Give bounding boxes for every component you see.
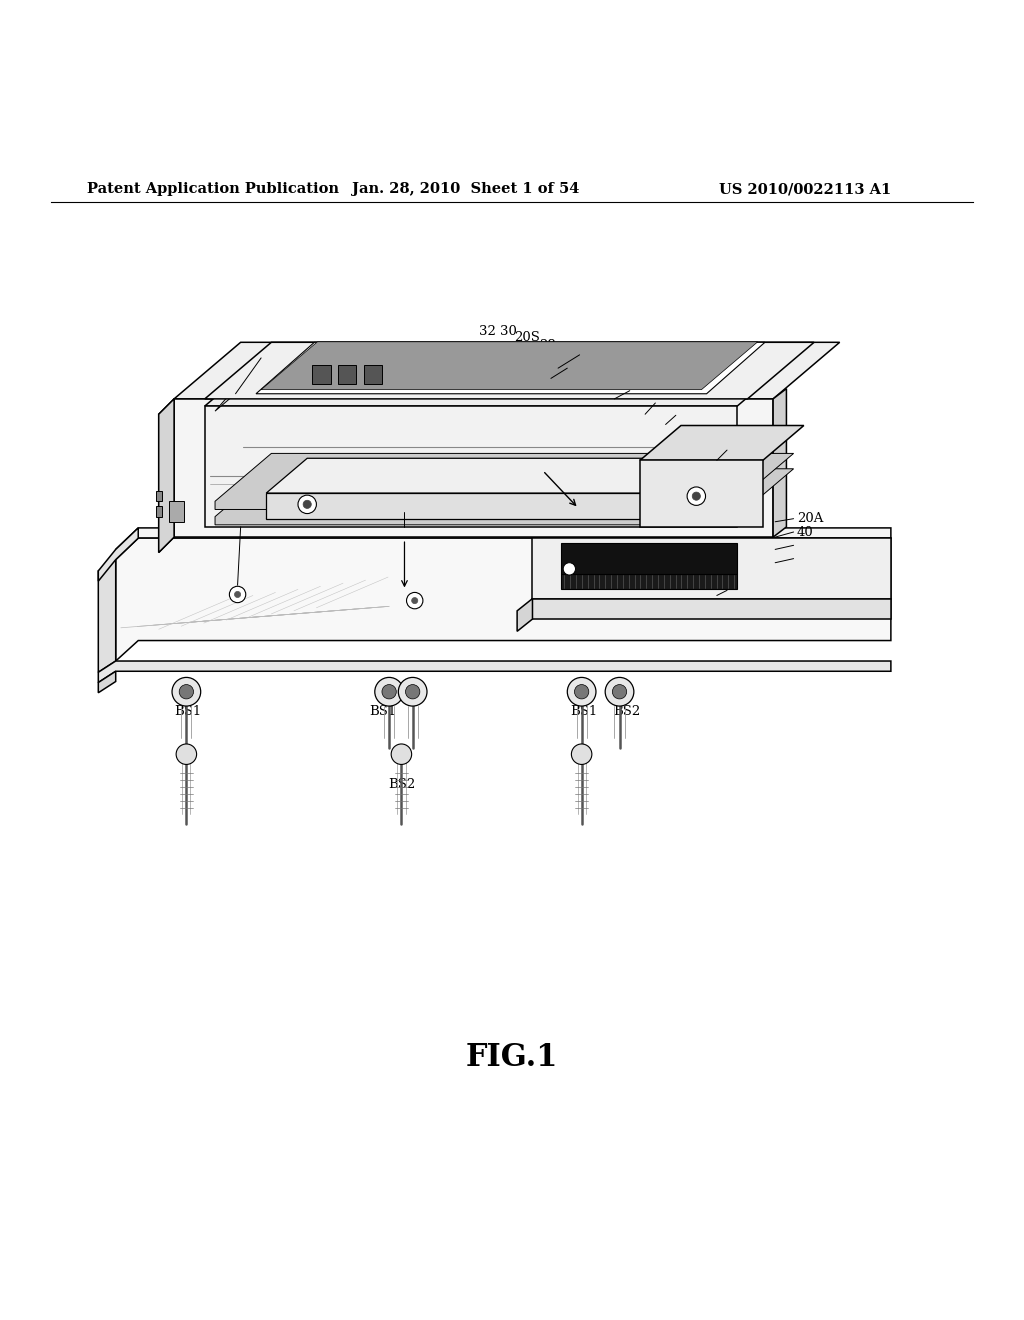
Circle shape	[234, 591, 241, 598]
Text: 20A: 20A	[797, 512, 823, 525]
Polygon shape	[256, 342, 765, 393]
Polygon shape	[640, 461, 763, 527]
Text: BS1: BS1	[570, 705, 597, 718]
Text: 20S: 20S	[620, 379, 646, 392]
Circle shape	[412, 598, 418, 603]
Text: US 2010/0022113 A1: US 2010/0022113 A1	[719, 182, 891, 197]
Circle shape	[375, 677, 403, 706]
Circle shape	[176, 744, 197, 764]
Text: 44b: 44b	[710, 438, 735, 451]
Circle shape	[672, 564, 680, 572]
Polygon shape	[215, 469, 794, 525]
Polygon shape	[205, 342, 814, 399]
Text: 22a: 22a	[188, 470, 213, 483]
Text: 24: 24	[673, 404, 689, 417]
Circle shape	[563, 562, 575, 576]
Polygon shape	[116, 539, 891, 661]
Polygon shape	[561, 544, 737, 574]
Circle shape	[398, 677, 427, 706]
Circle shape	[391, 744, 412, 764]
Circle shape	[687, 487, 706, 506]
Text: 20S: 20S	[323, 392, 349, 405]
Text: BS1: BS1	[370, 705, 396, 718]
Text: FIG.1: FIG.1	[466, 1041, 558, 1073]
Polygon shape	[205, 407, 737, 527]
Text: 42: 42	[797, 539, 813, 552]
Text: 44a: 44a	[228, 515, 253, 528]
Circle shape	[605, 677, 634, 706]
Circle shape	[673, 577, 679, 583]
Circle shape	[229, 586, 246, 603]
Text: 40: 40	[797, 525, 813, 539]
Polygon shape	[645, 494, 737, 519]
Text: 44: 44	[797, 552, 813, 565]
Polygon shape	[312, 366, 331, 384]
Polygon shape	[561, 574, 737, 589]
Text: 20S: 20S	[391, 471, 418, 484]
Polygon shape	[532, 598, 891, 619]
Circle shape	[612, 685, 627, 698]
Text: 30: 30	[501, 325, 517, 338]
Text: 32: 32	[479, 325, 496, 338]
Polygon shape	[159, 399, 174, 553]
Circle shape	[407, 593, 423, 609]
Circle shape	[298, 495, 316, 513]
Text: 22a: 22a	[356, 478, 381, 491]
Text: 20: 20	[243, 346, 259, 359]
Polygon shape	[364, 366, 382, 384]
Circle shape	[667, 558, 685, 577]
Polygon shape	[116, 528, 891, 560]
Circle shape	[567, 677, 596, 706]
Text: 44b: 44b	[710, 582, 735, 595]
Polygon shape	[98, 672, 116, 693]
Circle shape	[382, 685, 396, 698]
Text: 26: 26	[559, 356, 575, 370]
Text: 38: 38	[571, 343, 588, 356]
Polygon shape	[169, 502, 184, 521]
Polygon shape	[266, 494, 717, 519]
Circle shape	[179, 685, 194, 698]
Text: 28: 28	[540, 339, 556, 352]
Polygon shape	[215, 358, 794, 411]
Circle shape	[668, 572, 684, 589]
Polygon shape	[338, 366, 356, 384]
Polygon shape	[266, 484, 758, 519]
Polygon shape	[266, 458, 758, 494]
Text: BS1: BS1	[174, 705, 201, 718]
Circle shape	[692, 492, 700, 500]
Circle shape	[574, 685, 589, 698]
Polygon shape	[156, 491, 162, 502]
Polygon shape	[773, 388, 786, 537]
Text: 44a: 44a	[392, 500, 417, 513]
Circle shape	[172, 677, 201, 706]
Polygon shape	[156, 507, 162, 516]
Polygon shape	[261, 342, 758, 389]
Text: BS2: BS2	[388, 779, 415, 792]
Polygon shape	[159, 399, 174, 553]
Polygon shape	[640, 425, 804, 461]
Polygon shape	[215, 453, 794, 510]
Polygon shape	[517, 598, 532, 631]
Circle shape	[303, 500, 311, 508]
Text: Patent Application Publication: Patent Application Publication	[87, 182, 339, 197]
Text: BS2: BS2	[613, 705, 640, 718]
Polygon shape	[98, 661, 891, 682]
Text: Jan. 28, 2010  Sheet 1 of 54: Jan. 28, 2010 Sheet 1 of 54	[352, 182, 580, 197]
Polygon shape	[205, 358, 794, 407]
Text: 22K: 22K	[437, 479, 464, 492]
Circle shape	[406, 685, 420, 698]
Text: 20S: 20S	[514, 331, 541, 345]
Polygon shape	[98, 560, 116, 672]
Polygon shape	[98, 528, 138, 581]
Text: 20B: 20B	[343, 405, 370, 417]
Text: 22K: 22K	[647, 391, 674, 404]
Polygon shape	[174, 399, 773, 537]
Polygon shape	[174, 342, 840, 399]
Polygon shape	[532, 539, 891, 598]
Circle shape	[571, 744, 592, 764]
